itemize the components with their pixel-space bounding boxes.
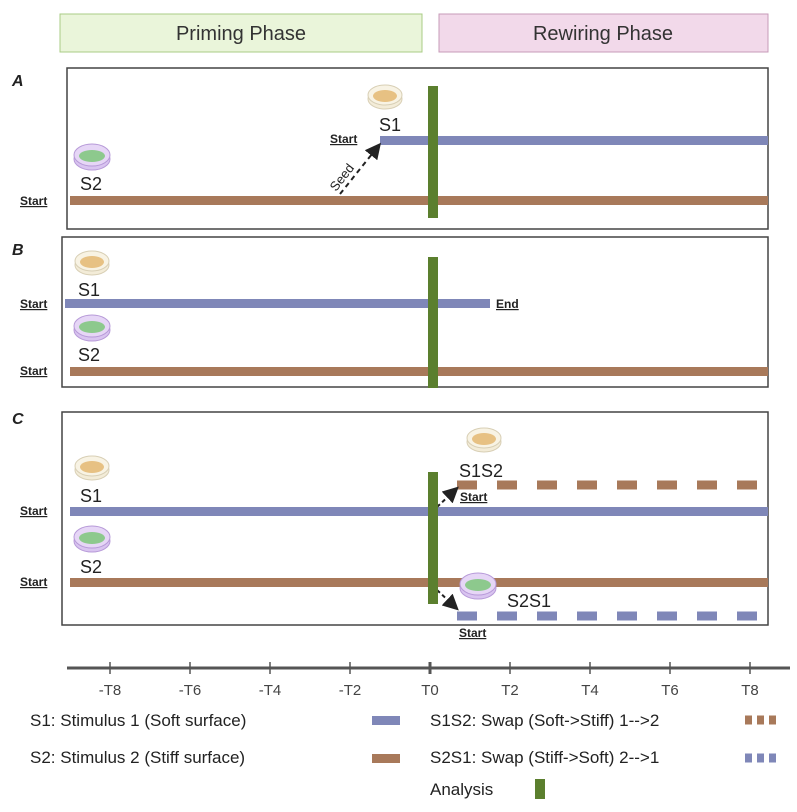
start-label: Start [20,504,47,518]
s2-label: S2 [80,557,102,577]
start-label: Start [20,575,47,589]
axis-tick-label: T8 [741,682,759,699]
start-label: Start [460,490,487,504]
priming-phase-label: Priming Phase [176,23,306,45]
s1-dish-icon [367,84,403,110]
s1s2-dish-icon [466,427,502,453]
swap-arrow [436,486,459,508]
s2-bar [70,578,768,587]
s2s1-label: S2S1 [507,591,551,611]
start-label: Start [20,194,47,208]
rewiring-phase-label: Rewiring Phase [533,23,673,45]
axis-tick-label: -T6 [179,682,202,699]
s1-label: S1 [80,486,102,506]
panel-c-label: C [12,411,24,428]
legend-analysis-swatch [535,779,545,799]
axis-tick-label: -T8 [99,682,122,699]
legend-s2-swatch [372,754,400,763]
seed-arrow [339,142,381,195]
legend-s2s1: S2S1: Swap (Stiff->Soft) 2-->1 [430,748,659,767]
s2-dish-icon [73,314,111,342]
axis-tick-label: T4 [581,682,599,699]
s1-label: S1 [379,115,401,135]
legend-s1s2: S1S2: Swap (Soft->Stiff) 1-->2 [430,711,659,730]
s2-dish-icon [73,525,111,553]
swap-arrow [436,589,459,611]
analysis-bar [428,86,438,218]
s1s2-label: S1S2 [459,461,503,481]
s1-label: S1 [78,280,100,300]
s2-bar [70,367,768,376]
s2-dish-icon [73,143,111,171]
start-label: Start [20,297,47,311]
s1-bar [70,507,768,516]
s1-dish-icon [74,455,110,481]
s1-bar [65,299,490,308]
rewiring-phase-box [438,13,769,53]
legend-s1: S1: Stimulus 1 (Soft surface) [30,711,246,730]
legend-analysis: Analysis [430,780,493,799]
legend-s1-swatch [372,716,400,725]
priming-phase-box [59,13,423,53]
panel-a [66,67,769,230]
legend-s2: S2: Stimulus 2 (Stiff surface) [30,748,245,767]
axis-tick-label: T0 [421,682,439,699]
end-label: End [496,297,519,311]
start-label: Start [20,364,47,378]
axis-tick-label: T2 [501,682,519,699]
axis-tick-label: T6 [661,682,679,699]
start-label: Start [330,132,357,146]
analysis-bar [428,257,438,388]
s2s1-dish-icon [459,572,497,600]
s2-label: S2 [80,174,102,194]
analysis-bar [428,472,438,604]
panel-b-label: B [12,242,24,259]
axis-tick-label: -T4 [259,682,282,699]
axis-ticks: -T8 -T6 -T4 -T2 T0 T2 T4 T6 T8 [99,662,759,699]
s2-bar [70,196,768,205]
panel-c [61,411,769,626]
s1-dish-icon [74,250,110,276]
s2-label: S2 [78,345,100,365]
axis-tick-label: -T2 [339,682,362,699]
start-label: Start [459,626,486,640]
s1-bar [380,136,768,145]
panel-a-label: A [11,73,24,90]
panel-b [61,236,769,388]
